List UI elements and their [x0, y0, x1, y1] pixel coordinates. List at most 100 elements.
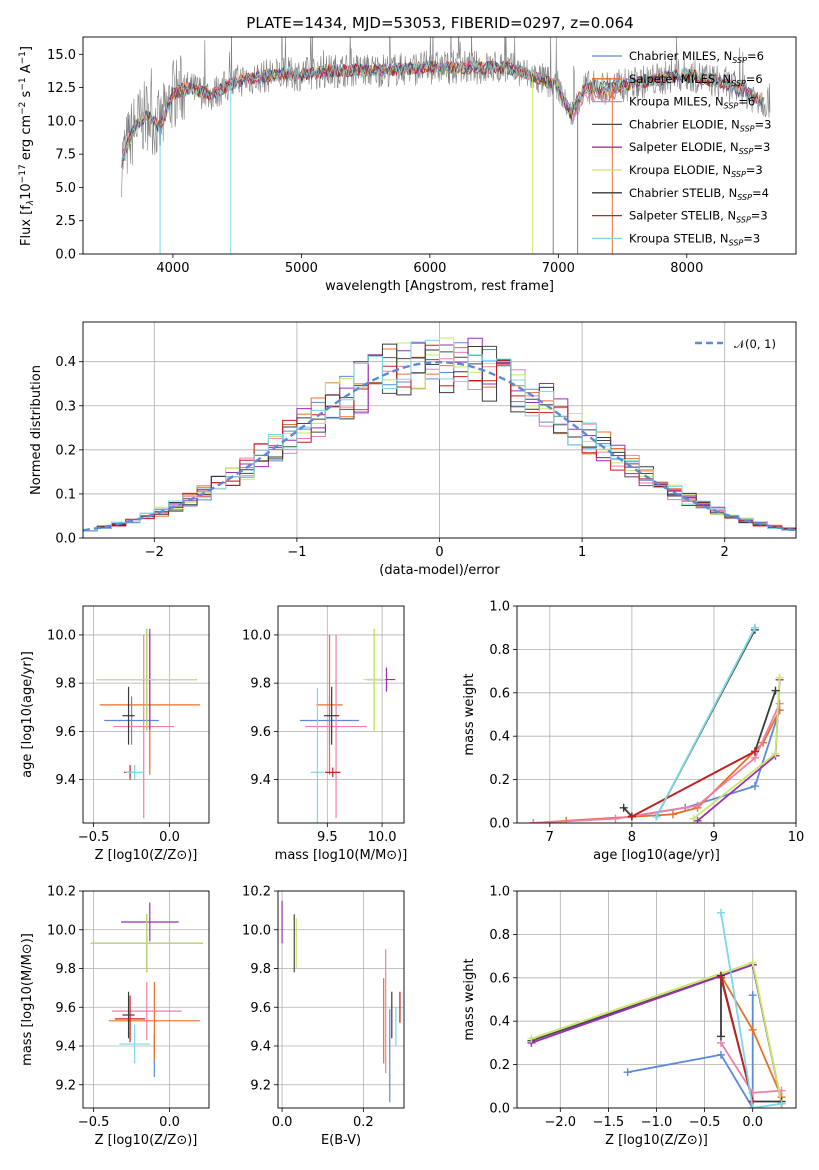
legend-label-kroupa_stelib: Kroupa STELIB, NSSP=3 [629, 231, 760, 247]
errorbar-kroupa_stelib [119, 1024, 150, 1064]
legend-label-salpeter_stelib: Salpeter STELIB, NSSP=3 [629, 209, 768, 225]
y-tick-label: 9.8 [55, 962, 76, 977]
x-tick-label: 1 [578, 545, 586, 560]
y-tick-label: 10.0 [242, 923, 271, 938]
y-axis-label: mass [log10(M/M⊙)] [20, 933, 35, 1066]
legend: Chabrier MILES, NSSP=6 Salpeter MILES, NS… [592, 49, 771, 247]
weight-point-kroupa_elodie [771, 749, 780, 758]
y-tick-label: 0.3 [55, 399, 76, 414]
errorbar-chabrier_stelib [324, 686, 340, 745]
errorbar-kroupa_miles [305, 634, 367, 819]
axes: 0.0 0.2 9.2 9.4 9.6 9.8 10.0 10.2 [242, 885, 374, 1131]
y-tick-label: 0.1 [55, 487, 76, 502]
y-tick-label: 9.4 [55, 773, 76, 788]
panel-age_vs_Z: −0.5 0.0 9.4 9.6 9.8 10.0 Z [log10(Z/Z⊙)] age [… [20, 605, 210, 863]
y-tick-label: 9.2 [55, 1078, 76, 1093]
x-tick-label: 9 [710, 830, 718, 845]
plot-area [121, 37, 771, 254]
x-axis-label: mass [log10(M/M⊙)] [275, 848, 408, 863]
weight-point-chabrier_miles [623, 1068, 632, 1077]
legend-label-chabrier_miles: Chabrier MILES, NSSP=6 [629, 49, 764, 65]
errorbar-kroupa_miles [113, 634, 175, 819]
y-tick-label: 9.2 [250, 1078, 271, 1093]
histogram-kroupa_stelib [83, 339, 796, 538]
y-tick-label: 9.8 [250, 962, 271, 977]
y-axis-label: mass weight [462, 673, 477, 755]
axes: 9.5 10.0 9.4 9.6 9.8 10.0 [242, 628, 397, 845]
x-tick-label: 10 [788, 830, 805, 845]
y-axis-label: mass weight [462, 958, 477, 1040]
y-tick-label: 9.6 [250, 725, 271, 740]
legend-label-chabrier_stelib: Chabrier STELIB, NSSP=4 [629, 186, 769, 202]
y-tick-label: 0.2 [489, 773, 510, 788]
y-tick-label: 9.4 [250, 1040, 271, 1055]
errorbar-kroupa_stelib [125, 765, 144, 780]
weight-point-kroupa_elodie [775, 673, 784, 682]
axes: −0.5 0.0 9.4 9.6 9.8 10.0 [47, 628, 180, 845]
weight-point-kroupa_miles [529, 819, 538, 823]
x-tick-label: 0.0 [159, 1115, 180, 1130]
axes: 4000 5000 6000 7000 8000 0.0 2.5 5.0 7.5 10.0 12.5… [47, 48, 703, 276]
y-tick-label: 0.2 [55, 443, 76, 458]
weight-line-kroupa_stelib [720, 912, 782, 1108]
x-tick-label: 0.0 [159, 830, 180, 845]
grid [83, 890, 209, 1108]
x-axis-label: Z [log10(Z/Z⊙)] [95, 848, 198, 863]
y-tick-label: 0.4 [55, 355, 76, 370]
weight-point-kroupa_elodie [748, 958, 757, 967]
weight-point-kroupa_stelib [748, 1104, 757, 1108]
errorbar-chabrier_stelib [122, 991, 135, 1039]
normal-curve [83, 360, 796, 532]
y-tick-label: 9.6 [55, 725, 76, 740]
legend-label-normal: 𝒩(0, 1) [734, 337, 776, 351]
plot-area [83, 337, 796, 538]
weight-point-kroupa_elodie [689, 814, 698, 823]
x-tick-label: −2.0 [545, 1115, 577, 1130]
y-axis-label: Normed distribution [29, 365, 44, 495]
y-tick-label: 9.8 [55, 677, 76, 692]
panel-weight_vs_age: 7 8 9 10 0.0 0.2 0.4 0.6 0.8 1.0 age [log10(age/yr… [462, 600, 804, 864]
x-tick-label: −0.5 [78, 1115, 110, 1130]
weight-line-kroupa_miles [720, 1042, 782, 1094]
weight-point-kroupa_miles [693, 801, 702, 810]
y-tick-label: 0.4 [489, 730, 510, 745]
x-tick-label: 6000 [413, 261, 446, 276]
panel-mass_vs_ebv: 0.0 0.2 9.2 9.4 9.6 9.8 10.0 10.2 E(B-V) [242, 885, 405, 1148]
grid [517, 605, 797, 824]
y-tick-label: 1.0 [489, 885, 510, 900]
y-axis-label: Flux [fλ10−17 erg cm−2 s−1 A−1] [18, 46, 36, 246]
y-tick-label: 0.6 [489, 971, 510, 986]
x-tick-label: 2 [721, 545, 729, 560]
axes: −0.5 0.0 9.2 9.4 9.6 9.8 10.0 10.2 [47, 885, 180, 1131]
errorbar-chabrier_miles [104, 696, 159, 745]
panel-age_vs_mass: 9.5 10.0 9.4 9.6 9.8 10.0 mass [log10(M/M⊙)] [242, 605, 408, 863]
y-tick-label: 0.6 [489, 686, 510, 701]
weight-point-kroupa_stelib [750, 623, 759, 632]
y-tick-label: 0.8 [489, 643, 510, 658]
weight-point-chabrier_miles [750, 782, 759, 791]
weight-point-chabrier_miles [748, 991, 757, 1000]
x-tick-label: 5000 [285, 261, 318, 276]
weight-point-chabrier_miles [716, 1050, 725, 1059]
y-tick-label: 0.0 [489, 817, 510, 832]
x-tick-label: 10.0 [368, 830, 397, 845]
y-tick-label: 0.0 [55, 532, 76, 547]
x-tick-label: 7000 [542, 261, 575, 276]
legend-label-kroupa_miles: Kroupa MILES, NSSP=6 [629, 95, 755, 111]
y-tick-label: 10.2 [242, 885, 271, 900]
axes-frame [277, 605, 405, 824]
errorbar-chabrier_stelib [122, 686, 135, 745]
x-tick-label: −1.0 [641, 1115, 673, 1130]
axes-frame [82, 36, 797, 255]
x-tick-label: 0.0 [742, 1115, 763, 1130]
y-tick-label: 9.4 [55, 1040, 76, 1055]
y-axis-label: age [log10(age/yr)] [20, 651, 35, 778]
weight-line-kroupa_stelib [655, 627, 756, 817]
x-tick-label: 4000 [156, 261, 189, 276]
weight-point-chabrier_stelib [771, 686, 780, 695]
y-tick-label: 10.0 [47, 628, 76, 643]
x-tick-label: −1.5 [593, 1115, 625, 1130]
axes-frame [82, 605, 210, 824]
weight-point-kroupa_miles [775, 699, 784, 708]
weight-point-salpeter_miles [748, 1025, 757, 1034]
